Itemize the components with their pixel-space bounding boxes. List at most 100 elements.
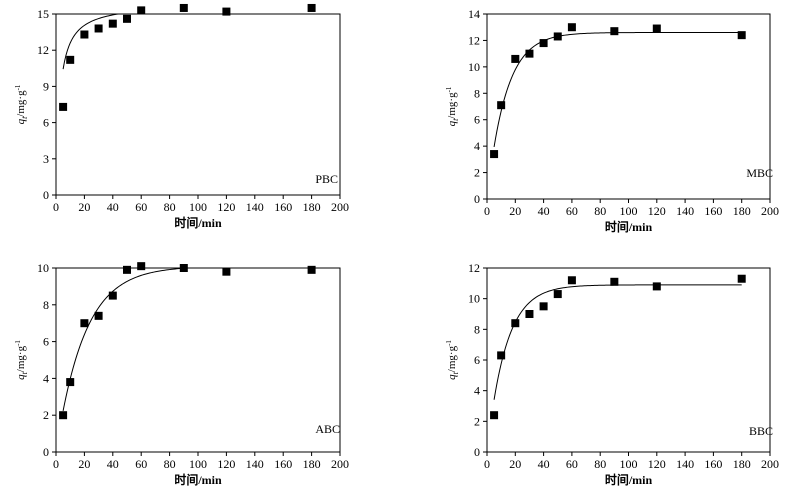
data-point bbox=[653, 25, 661, 33]
data-point bbox=[525, 50, 533, 58]
data-point bbox=[610, 278, 618, 286]
data-point bbox=[540, 302, 548, 310]
data-point bbox=[308, 4, 316, 12]
x-tick-label: 180 bbox=[303, 457, 321, 471]
x-tick-label: 100 bbox=[620, 204, 638, 218]
y-tick-label: 10 bbox=[468, 60, 480, 74]
chart-panel-abc: 0 20 40 60 80 100 120 140 160 180 200 0 2 4 6 8 10 时间/min… bbox=[14, 261, 349, 487]
data-point bbox=[66, 56, 74, 64]
x-tick-label: 160 bbox=[704, 457, 722, 471]
y-axis-label-unit: /mg·g bbox=[446, 345, 458, 372]
kinetics-figure: 0 20 40 60 80 100 120 140 160 180 20003691215时间/mi… bbox=[0, 0, 804, 492]
x-axis-label: 时间/min bbox=[174, 215, 222, 230]
data-point bbox=[123, 266, 131, 274]
x-tick-label: 180 bbox=[303, 200, 321, 214]
y-axis-label: qt/mg·g-1 bbox=[14, 84, 29, 124]
data-point bbox=[59, 103, 67, 111]
x-axis-label: 时间/min bbox=[605, 472, 653, 487]
data-point bbox=[490, 411, 498, 419]
y-tick-label: 12 bbox=[468, 261, 480, 275]
y-tick-label: 3 bbox=[43, 152, 49, 166]
y-tick-label: 10 bbox=[37, 261, 49, 275]
x-tick-label: 100 bbox=[189, 200, 207, 214]
data-point bbox=[738, 275, 746, 283]
data-point bbox=[308, 266, 316, 274]
fit-curve bbox=[63, 268, 312, 411]
data-point bbox=[180, 4, 188, 12]
x-axis-label: 时间/min bbox=[605, 219, 653, 234]
x-tick-label: 60 bbox=[135, 457, 147, 471]
x-tick-label: 200 bbox=[331, 200, 349, 214]
data-point bbox=[222, 268, 230, 276]
x-tick-label: 20 bbox=[78, 200, 90, 214]
y-tick-label: 2 bbox=[474, 414, 480, 428]
x-tick-label: 200 bbox=[761, 457, 779, 471]
y-tick-label: 0 bbox=[43, 445, 49, 459]
x-tick-label: 200 bbox=[761, 204, 779, 218]
x-tick-label: 80 bbox=[594, 204, 606, 218]
data-point bbox=[80, 31, 88, 39]
x-tick-label: 20 bbox=[78, 457, 90, 471]
x-tick-label: 160 bbox=[704, 204, 722, 218]
y-tick-label: 8 bbox=[474, 86, 480, 100]
x-tick-label: 100 bbox=[189, 457, 207, 471]
x-tick-label: 60 bbox=[566, 204, 578, 218]
data-point bbox=[490, 150, 498, 158]
y-tick-label: 2 bbox=[43, 408, 49, 422]
data-point bbox=[180, 264, 188, 272]
data-point bbox=[511, 319, 519, 327]
panel-label: ABC bbox=[315, 422, 340, 436]
data-point bbox=[95, 312, 103, 320]
y-tick-label: 15 bbox=[37, 7, 49, 21]
y-tick-label: 0 bbox=[43, 188, 49, 202]
panel-label: PBC bbox=[315, 172, 338, 186]
y-tick-label: 6 bbox=[474, 113, 480, 127]
x-tick-label: 120 bbox=[217, 457, 235, 471]
y-axis-label: qt/mg·g-1 bbox=[445, 340, 460, 380]
y-tick-label: 2 bbox=[474, 166, 480, 180]
x-tick-label: 40 bbox=[538, 457, 550, 471]
y-axis-label-sup: -1 bbox=[445, 340, 453, 346]
chart-panel-bbc: 0 20 40 60 80 100 120 140 160 180 200024681012时间/m… bbox=[445, 261, 779, 487]
x-axis-label: 时间/min bbox=[174, 472, 222, 487]
data-point bbox=[109, 20, 117, 28]
panel-label: MBC bbox=[746, 166, 773, 180]
data-point bbox=[568, 23, 576, 31]
x-tick-label: 140 bbox=[246, 457, 264, 471]
y-tick-label: 4 bbox=[43, 371, 49, 385]
x-tick-label: 120 bbox=[648, 457, 666, 471]
x-tick-label: 140 bbox=[676, 457, 694, 471]
y-tick-label: 8 bbox=[43, 298, 49, 312]
data-point bbox=[738, 31, 746, 39]
panel-label: BBC bbox=[749, 424, 773, 438]
data-point bbox=[554, 32, 562, 40]
y-tick-label: 4 bbox=[474, 384, 480, 398]
y-axis-label-unit: /mg·g bbox=[15, 90, 27, 117]
y-tick-label: 0 bbox=[474, 192, 480, 206]
data-point bbox=[66, 378, 74, 386]
y-tick-label: 12 bbox=[468, 33, 480, 47]
y-tick-label: 8 bbox=[474, 322, 480, 336]
x-tick-label: 140 bbox=[246, 200, 264, 214]
x-tick-label: 40 bbox=[538, 204, 550, 218]
x-tick-label: 60 bbox=[135, 200, 147, 214]
x-tick-label: 20 bbox=[509, 204, 521, 218]
data-point bbox=[497, 351, 505, 359]
data-point bbox=[95, 24, 103, 32]
data-point bbox=[525, 310, 533, 318]
data-point bbox=[123, 15, 131, 23]
y-axis-label: qt/mg·g-1 bbox=[14, 340, 29, 380]
x-tick-label: 40 bbox=[107, 457, 119, 471]
y-axis-label: qt/mg·g-1 bbox=[445, 86, 460, 126]
y-tick-label: 9 bbox=[43, 79, 49, 93]
chart-panel-mbc: 0 20 40 60 80 100 120 140 160 180 20002468101214时间… bbox=[445, 7, 779, 234]
fit-curve bbox=[494, 285, 742, 400]
plot-frame bbox=[56, 268, 340, 452]
x-tick-label: 80 bbox=[164, 200, 176, 214]
data-point bbox=[511, 55, 519, 63]
x-tick-label: 60 bbox=[566, 457, 578, 471]
y-axis-label-sup: -1 bbox=[14, 340, 22, 346]
data-point bbox=[568, 276, 576, 284]
x-tick-label: 160 bbox=[274, 457, 292, 471]
x-tick-label: 0 bbox=[484, 457, 490, 471]
